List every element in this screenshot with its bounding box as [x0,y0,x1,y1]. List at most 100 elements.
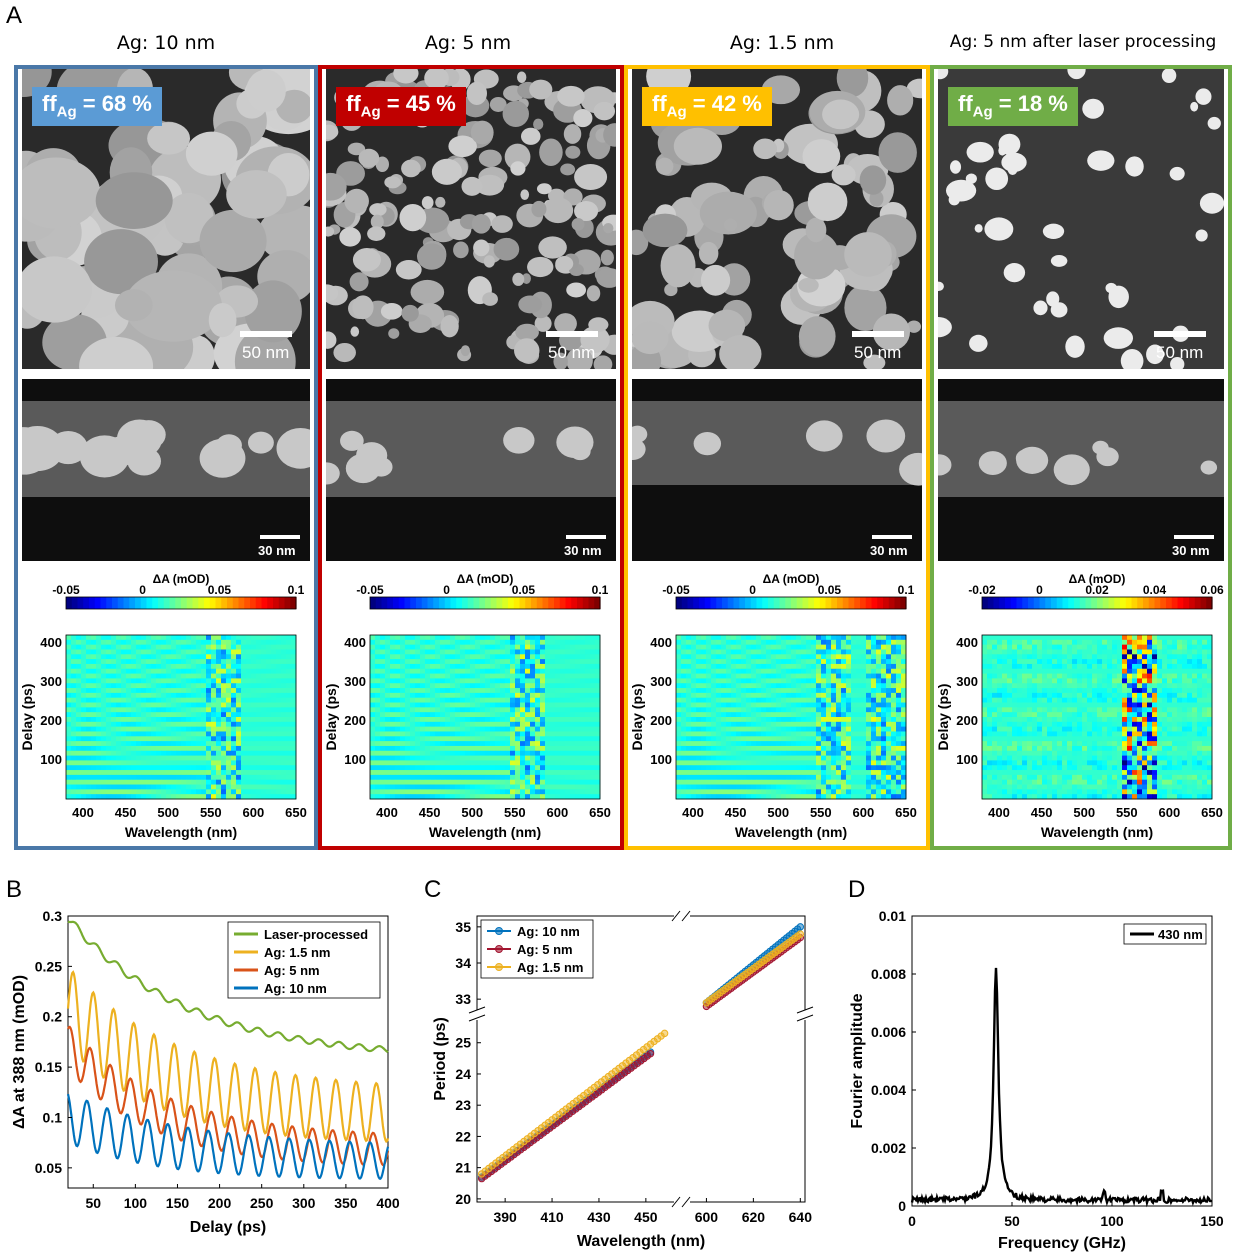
transient-absorption-map: ΔA (mOD) -0.05 0 0.05 0.1 400 300 200 100 400 450 5… [323,572,611,840]
colorbar-tick: 0 [1036,583,1043,597]
sem-image: ffAg = 18 % 50 nm [938,69,1224,369]
tem-image: 30 nm [22,379,310,561]
x-tick-label: 50 [1004,1213,1020,1229]
legend-entry: Ag: 10 nm [517,924,580,939]
x-tick-label: 200 [208,1195,232,1211]
sem-image: ffAg = 42 % 50 nm [632,69,922,369]
x-tick-label: 450 [634,1209,658,1225]
data-point [796,930,805,938]
sample-column: ffAg = 68 % 50 nm 30 nm ΔA (mOD) -0.05 0 0.05 0… [14,65,318,850]
x-tick-label: 500 [157,805,179,820]
tem-image: 30 nm [632,379,922,561]
chart-d: 0 50 100 150 0 0.002 0.004 0.006 0.008 0.01 Freque… [849,908,1224,1252]
transient-absorption-map: ΔA (mOD) -0.02 0 0.02 0.04 0.06 400 300 200 100 40… [935,572,1224,840]
fill-factor-badge: ffAg = 68 % [32,87,162,127]
colorbar-tick: 0.04 [1143,583,1167,597]
x-tick-label: 550 [200,805,222,820]
column-title: Ag: 5 nm after laser processing [949,32,1217,52]
x-tick-label: 100 [1100,1213,1124,1229]
y-tick-label: 200 [650,713,672,728]
y-tick-label: 34 [455,955,471,971]
y-tick-label: 33 [455,991,471,1007]
y-tick-label: 0 [898,1198,906,1214]
legend-entry: Ag: 5 nm [517,942,573,957]
x-tick-label: 450 [725,805,747,820]
x-tick-label: 0 [908,1213,916,1229]
x-tick-label: 500 [767,805,789,820]
y-tick-label: 24 [455,1066,471,1082]
colorbar-tick: 0.1 [288,583,305,597]
sample-column: ffAg = 45 % 50 nm 30 nm ΔA (mOD) -0.05 0 0.05 0… [318,65,624,850]
sem-scale-bar [546,331,598,337]
x-tick-label: 450 [115,805,137,820]
tem-scale-label: 30 nm [564,543,602,558]
y-tick-label: 0.05 [35,1160,62,1176]
y-axis-label: Period (ps) [432,1017,449,1101]
sem-scale-label: 50 nm [242,343,290,362]
x-tick-label: 430 [587,1209,611,1225]
tem-scale-label: 30 nm [1172,543,1210,558]
fill-factor-badge: ffAg = 18 % [948,87,1078,127]
y-tick-label: 0.008 [871,966,906,982]
y-tick-label: 400 [40,635,62,650]
colorbar-tick: 0.02 [1085,583,1109,597]
panel-label-a: A [6,2,23,29]
colorbar-label: ΔA (mOD) [763,572,820,586]
x-tick-label: 640 [789,1209,813,1225]
x-tick-label: 410 [540,1209,564,1225]
x-axis-label: Frequency (GHz) [998,1235,1126,1252]
colorbar-tick: 0 [139,583,146,597]
y-tick-label: 0.15 [35,1059,62,1075]
transient-absorption-map: ΔA (mOD) -0.05 0 0.05 0.1 400 300 200 100 400 450 5… [19,572,307,840]
colorbar-tick: -0.05 [662,583,690,597]
x-tick-label: 500 [1073,805,1095,820]
sem-image: ffAg = 45 % 50 nm [326,69,616,369]
column-title: Ag: 1.5 nm [729,32,835,54]
colorbar-tick: 0.1 [898,583,915,597]
series-line [66,1093,390,1180]
x-tick-label: 600 [1159,805,1181,820]
x-tick-label: 300 [292,1195,316,1211]
y-tick-label: 400 [344,635,366,650]
x-tick-label: 450 [419,805,441,820]
tem-scale-bar [566,535,606,539]
colorbar-tick: -0.02 [968,583,996,597]
y-tick-label: 100 [956,752,978,767]
x-tick-label: 550 [1116,805,1138,820]
y-tick-label: 200 [956,713,978,728]
column-title: Ag: 5 nm [424,32,512,54]
x-tick-label: 50 [85,1195,101,1211]
colorbar-tick: -0.05 [52,583,80,597]
legend-entry: Ag: 1.5 nm [517,960,583,975]
sem-scale-bar [240,331,292,337]
colorbar-tick: 0.06 [1200,583,1224,597]
tem-scale-bar [872,535,912,539]
x-tick-label: 150 [1200,1213,1224,1229]
colorbar-label: ΔA (mOD) [457,572,514,586]
colorbar-label: ΔA (mOD) [153,572,210,586]
colorbar-tick: 0 [443,583,450,597]
x-axis-label: Wavelength (nm) [1041,824,1153,840]
data-point [646,1049,655,1058]
x-tick-label: 400 [988,805,1010,820]
x-tick-label: 650 [895,805,917,820]
y-tick-label: 300 [956,674,978,689]
y-tick-label: 100 [40,752,62,767]
series-line [67,920,389,1054]
transient-absorption-map: ΔA (mOD) -0.05 0 0.05 0.1 400 300 200 100 400 450 5… [629,572,917,840]
y-tick-label: 0.01 [879,908,906,924]
x-tick-label: 550 [810,805,832,820]
x-tick-label: 390 [493,1209,517,1225]
x-tick-label: 620 [742,1209,766,1225]
sem-scale-bar [852,331,904,337]
x-axis-label: Wavelength (nm) [429,824,541,840]
x-tick-label: 250 [250,1195,274,1211]
x-tick-label: 600 [243,805,265,820]
x-tick-label: 150 [166,1195,190,1211]
x-tick-label: 400 [376,805,398,820]
y-tick-label: 300 [344,674,366,689]
series-line [66,970,390,1144]
x-tick-label: 450 [1031,805,1053,820]
x-axis-label: Delay (ps) [190,1219,266,1236]
x-axis-label: Wavelength (nm) [125,824,237,840]
